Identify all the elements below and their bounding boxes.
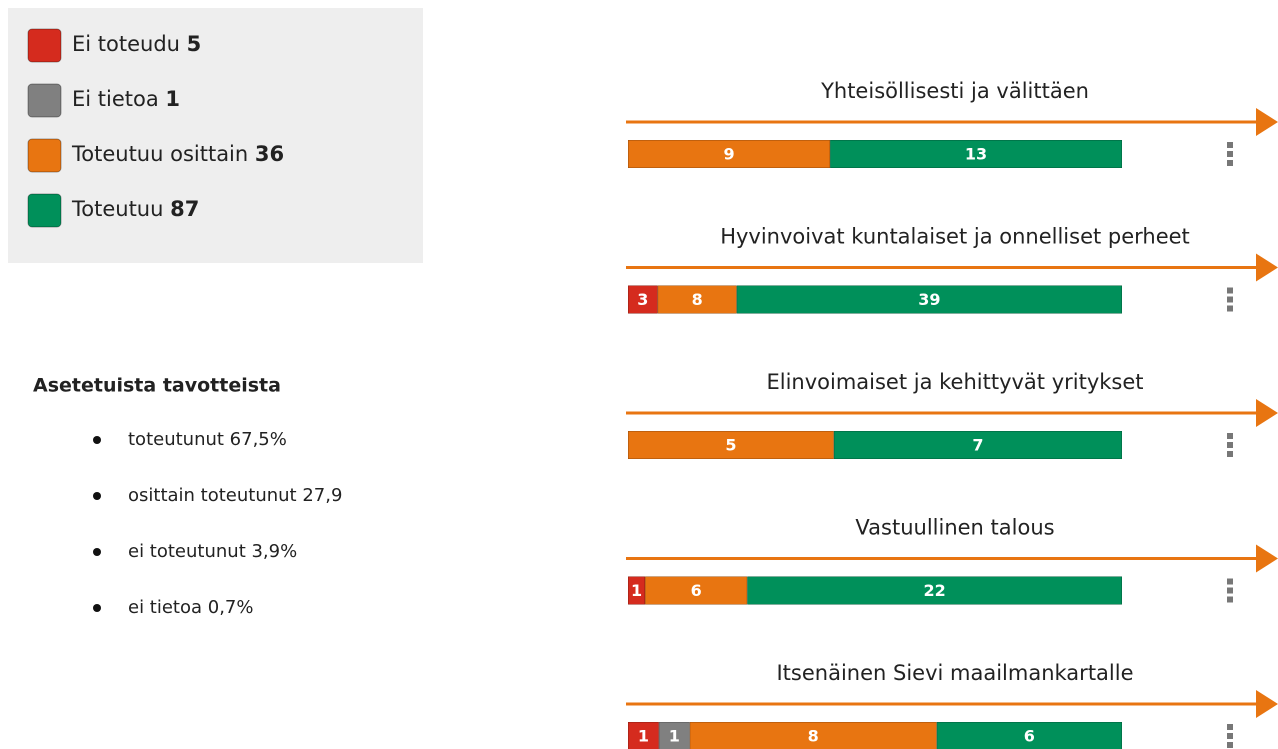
bar-segment xyxy=(645,576,748,605)
bar-segment-box: 1 xyxy=(658,722,690,749)
bar-segment-box: 6 xyxy=(936,722,1122,749)
bar-segment-label: 7 xyxy=(972,436,983,455)
bar-segment-label: 39 xyxy=(918,290,940,309)
bar-segment xyxy=(657,285,737,314)
legend-box xyxy=(8,8,423,263)
bar-segment-label: 1 xyxy=(669,727,680,746)
bullet xyxy=(93,492,101,500)
bar-segment-label: 8 xyxy=(692,290,703,309)
legend-space xyxy=(180,32,187,56)
bar-segment xyxy=(747,576,1122,605)
bar-segment-box: 9 xyxy=(628,140,831,168)
menu-dot xyxy=(1227,160,1233,166)
bar-segment xyxy=(628,431,834,459)
bar-segment xyxy=(628,576,646,605)
bullet xyxy=(93,548,101,556)
legend-label: Ei toteudu xyxy=(72,32,180,56)
legend-swatch xyxy=(27,193,62,228)
goal-title: Hyvinvoivat kuntalaiset ja onnelliset pe… xyxy=(720,225,1190,249)
menu-dot xyxy=(1227,287,1233,294)
menu-dot xyxy=(1227,733,1233,739)
bar-segment-label: 9 xyxy=(723,145,734,164)
goal-arrow-head xyxy=(1256,690,1278,718)
bar-segment-label: 13 xyxy=(965,145,987,164)
goal-title: Vastuullinen talous xyxy=(855,516,1054,540)
bar-segment-box: 22 xyxy=(747,576,1122,605)
bar-segment-label: 6 xyxy=(691,581,702,600)
menu-dot xyxy=(1227,442,1233,448)
legend-label: Ei tietoa xyxy=(72,87,159,111)
bar-segment xyxy=(936,722,1122,749)
summary-item: toteutunut 67,5% xyxy=(128,429,287,450)
bar-segment xyxy=(658,722,690,749)
legend-space xyxy=(163,197,170,221)
goal-title: Itsenäinen Sievi maailmankartalle xyxy=(776,661,1133,685)
bar-segment-label: 8 xyxy=(808,727,819,746)
menu-dot xyxy=(1227,142,1233,148)
bar-segment-box: 13 xyxy=(830,140,1122,168)
goal-arrow-head xyxy=(1256,108,1278,136)
bar-segment xyxy=(628,722,659,749)
menu-dot xyxy=(1227,305,1233,312)
bar-segment-label: 3 xyxy=(637,290,648,309)
legend-item: Ei tietoa 1 xyxy=(72,87,180,111)
bar-segment xyxy=(736,285,1122,314)
legend-swatch xyxy=(27,138,62,173)
menu-dot xyxy=(1227,433,1233,439)
summary-item: osittain toteutunut 27,9 xyxy=(128,485,342,506)
bar-segment-box: 39 xyxy=(736,285,1122,314)
bar-segment xyxy=(628,140,831,168)
menu-dot xyxy=(1227,151,1233,157)
bar-segment-label: 1 xyxy=(638,727,649,746)
legend-item: Toteutuu 87 xyxy=(71,197,199,221)
bar-segment-box: 1 xyxy=(628,722,659,749)
bar-segment-box: 1 xyxy=(628,576,646,605)
legend-space xyxy=(248,142,255,166)
legend-item: Ei toteudu 5 xyxy=(72,32,201,56)
bar-segment xyxy=(833,431,1122,459)
legend-swatch xyxy=(27,28,62,63)
goal-title: Elinvoimaiset ja kehittyvät yritykset xyxy=(766,370,1143,394)
goal-arrow-head xyxy=(1256,399,1278,427)
menu-dot xyxy=(1227,742,1233,748)
bar-segment-label: 22 xyxy=(923,581,945,600)
legend-count: 1 xyxy=(165,87,180,111)
goal-arrow-head xyxy=(1256,253,1278,282)
bar-segment-box: 5 xyxy=(628,431,834,459)
menu-dot xyxy=(1227,578,1233,585)
menu-dot xyxy=(1227,451,1233,457)
legend-count: 36 xyxy=(255,142,284,166)
bullet xyxy=(93,436,101,444)
menu-dot xyxy=(1227,596,1233,603)
menu-dot xyxy=(1227,587,1233,594)
bar-segment-box: 6 xyxy=(645,576,748,605)
legend-label: Toteutuu osittain xyxy=(71,142,248,166)
bar-segment-label: 5 xyxy=(725,436,736,455)
legend-count: 87 xyxy=(170,197,199,221)
bar-segment xyxy=(628,285,658,314)
goal-arrow-head xyxy=(1256,544,1278,573)
summary-item: ei toteutunut 3,9% xyxy=(128,541,297,562)
legend-swatch xyxy=(27,83,62,118)
bar-segment xyxy=(830,140,1122,168)
bar-segment-label: 6 xyxy=(1024,727,1035,746)
legend-space xyxy=(159,87,166,111)
summary-heading: Asetetuista tavotteista xyxy=(33,375,281,397)
bar-segment-box: 8 xyxy=(689,722,937,749)
bar-segment-box: 3 xyxy=(628,285,658,314)
legend-label: Toteutuu xyxy=(71,197,163,221)
legend-count: 5 xyxy=(187,32,202,56)
menu-dot xyxy=(1227,724,1233,730)
bullet xyxy=(93,604,101,612)
legend-item: Toteutuu osittain 36 xyxy=(71,142,284,166)
menu-dot xyxy=(1227,296,1233,303)
bar-segment-box: 8 xyxy=(657,285,737,314)
bar-segment-label: 1 xyxy=(631,581,642,600)
goal-title: Yhteisöllisesti ja välittäen xyxy=(820,79,1089,103)
summary-item: ei tietoa 0,7% xyxy=(128,597,253,618)
bar-segment xyxy=(689,722,937,749)
bar-segment-box: 7 xyxy=(833,431,1122,459)
